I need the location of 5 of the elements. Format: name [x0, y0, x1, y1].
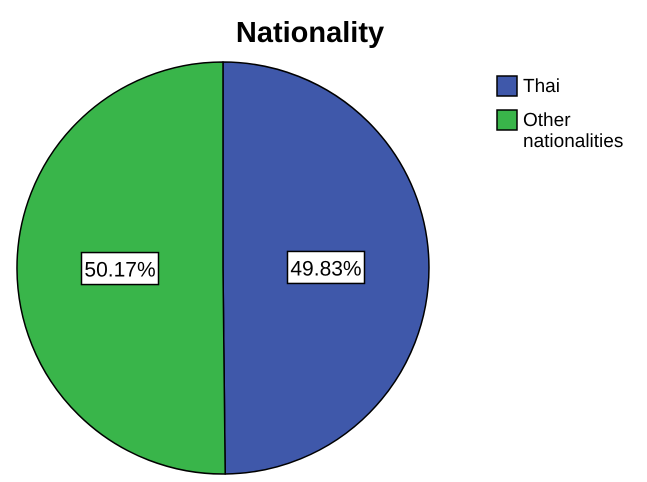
data-label: 50.17% [84, 258, 156, 282]
legend-label: Other nationalities [523, 110, 624, 152]
chart-title: Nationality [236, 17, 384, 49]
data-label: 49.83% [290, 257, 362, 280]
legend-label: Thai [523, 76, 560, 97]
